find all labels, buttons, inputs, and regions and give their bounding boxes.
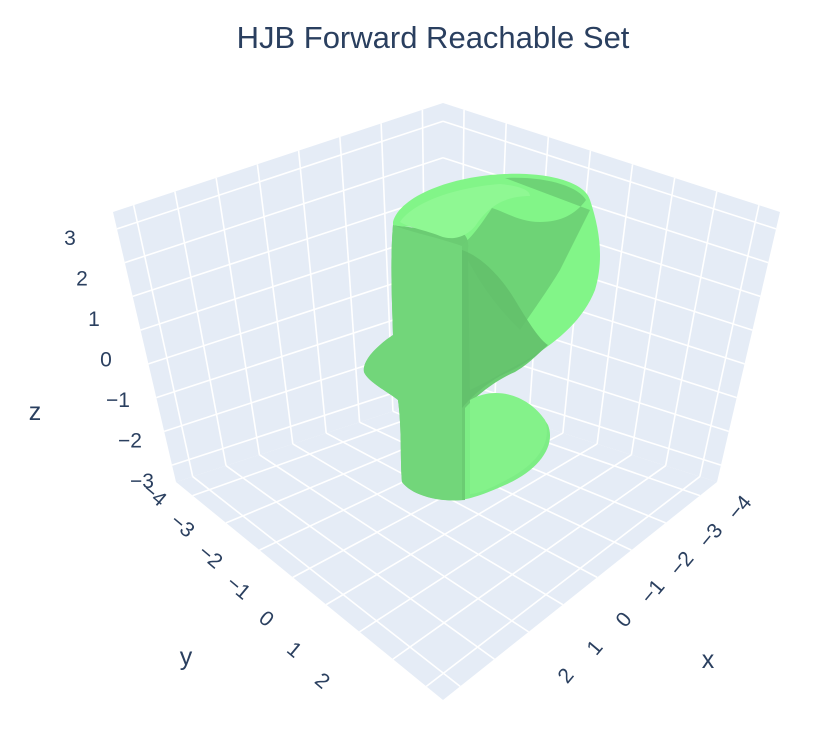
y-tick-label: 1 [282,637,306,662]
gridline-x [630,177,676,455]
gridline-y-floor [325,432,598,579]
z-tick-label: 0 [100,349,112,372]
gridline-x [699,205,760,477]
gridline-x [596,164,634,445]
surface-tessellation [462,250,548,408]
y-tick-label: 2 [310,668,334,693]
gridline-z [442,375,722,466]
x-tick-label: −4 [724,491,757,524]
z-tick-label: 3 [64,227,76,250]
gridline-x-floor [325,443,598,606]
y-tick-label: −1 [222,572,255,605]
floor-plane [176,395,717,700]
z-tick-label: 1 [88,308,100,331]
z-axis-title: z [29,398,42,426]
y-tick-label: 0 [254,606,278,631]
z-tick-label: −1 [106,389,130,412]
gridline-y [132,205,194,477]
gridline-y-floor [292,443,564,606]
x-tick-label: 2 [553,664,578,688]
y-tick-label: −3 [166,510,199,543]
gridline-z [124,156,444,264]
x-tick-label: 0 [611,608,636,632]
gridline-y [297,150,327,434]
gridline-y-floor [258,454,530,633]
gridline-y-floor [225,465,495,660]
gridline-y-floor [192,475,461,688]
gridline-x-floor [359,454,632,633]
y-tick-label: −2 [194,541,227,574]
gridline-y [215,177,261,455]
z-tick-label: −3 [130,470,154,493]
surface-left-face [363,225,462,501]
z-tick-label: −2 [118,430,142,453]
gridline-z [442,120,777,230]
gridline-y [256,164,294,445]
x-tick-label: 1 [582,636,607,660]
x-tick-label: −1 [637,575,670,608]
chart-title: HJB Forward Reachable Set [237,20,630,55]
x-tick-label: −2 [666,547,699,580]
reachable-set-surface[interactable] [363,173,601,501]
surface-lip [400,184,530,239]
gridline-y [339,137,361,423]
back-wall-left [113,103,443,482]
gridline-y [174,191,227,466]
gridline-z [132,193,444,298]
x-axis-title: x [702,646,715,674]
gridline-x-floor [392,465,667,660]
z-tick-label: 2 [76,268,88,291]
surface-lower-right-face [470,392,547,494]
gridline-x [664,191,718,466]
x-tick-label: −3 [695,519,728,552]
y-axis-title: y [180,643,193,671]
gridline-x-floor [425,475,701,688]
gridline-z [116,120,444,230]
